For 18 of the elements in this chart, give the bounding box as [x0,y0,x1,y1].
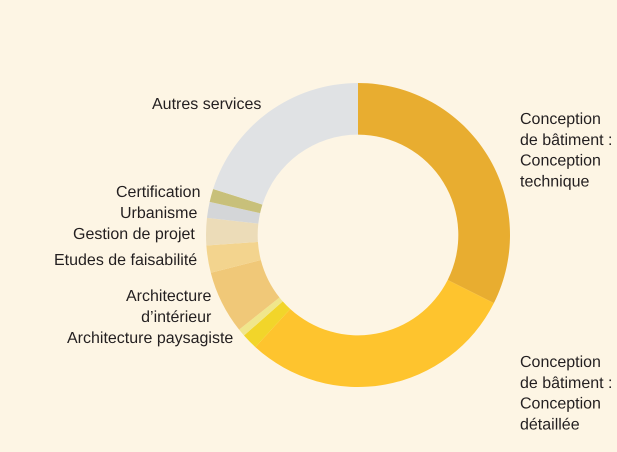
donut-slice [206,242,261,273]
donut-slice [255,280,494,387]
slice-label: Etudes de faisabilité [54,252,198,269]
donut-slice [206,202,260,224]
donut-slice [239,297,283,336]
slice-label: Gestion de projet [73,226,196,243]
slice-label: Conception de bâtiment : Conception détaillée [520,354,612,434]
donut-slice [358,83,510,304]
donut-slice [210,260,280,330]
donut-slice [210,188,262,214]
donut-slice [206,218,258,246]
slice-label: Autres services [152,96,262,113]
slice-label: Architecture paysagiste [67,330,234,347]
donut-slice [244,301,290,348]
slice-label: Certification [116,184,200,201]
slice-label: Architecture d’intérieur [126,288,212,326]
slice-label: Conception de bâtiment : Conception technique [520,111,612,190]
slice-label: Urbanisme [120,205,198,222]
